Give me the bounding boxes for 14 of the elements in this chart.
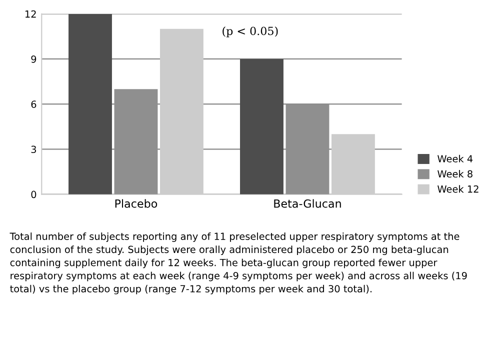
x-tick-label: Placebo	[115, 199, 158, 208]
y-tick-label: 3	[31, 146, 36, 154]
legend-label: Week 12	[438, 185, 478, 193]
y-tick-label: 9	[31, 55, 36, 63]
legend-label: Week 8	[438, 170, 472, 178]
y-tick-label: 12	[25, 10, 36, 18]
y-tick-label: 0	[31, 190, 36, 198]
y-tick-label: 6	[31, 100, 36, 108]
bar	[240, 58, 284, 194]
annotation: (p < 0.05)	[222, 26, 278, 38]
legend-label: Week 4	[438, 154, 473, 162]
x-tick-label: Beta-Glucan	[274, 199, 341, 208]
text: Total number of subjects reporting any of 11 preselected upper respiratory symptoms at the conclusion of the study. Subjects were orally administered placebo or 250 mg beta-glucan containing supplement daily for 12 weeks. The beta-glucan group reported fewer upper respiratory symptoms at each week (range 4-9 symptoms per week) and across all weeks (19 total) vs the placebo group (range 7-12 symptoms per week and 30 total).	[10, 232, 467, 294]
bar	[68, 14, 112, 194]
